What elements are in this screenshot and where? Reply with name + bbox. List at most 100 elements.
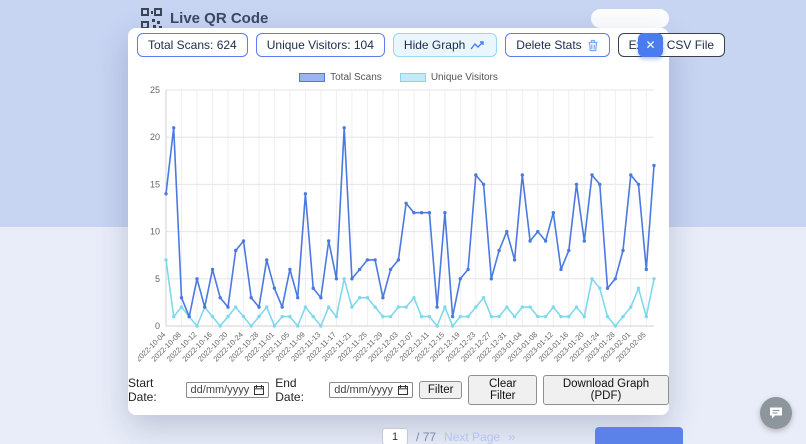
next-page-arrow-icon[interactable]: » (508, 429, 516, 444)
unique-visitors-point (512, 314, 517, 319)
start-date-input[interactable]: dd/mm/yyyy (185, 382, 270, 398)
total-scans-point (574, 182, 579, 187)
total-scans-point (613, 277, 617, 281)
filter-button[interactable]: Filter (418, 381, 463, 399)
total-scans-point (350, 277, 354, 281)
unique-visitors-point (450, 324, 455, 328)
chat-widget-button[interactable] (760, 397, 792, 429)
total-scans-point (288, 267, 292, 272)
total-scans-point (226, 305, 230, 309)
unique-visitors-point (303, 305, 308, 309)
unique-visitors-point (567, 314, 571, 319)
footer-button-partial[interactable] (595, 427, 683, 444)
total-scans-point (621, 248, 625, 253)
unique-visitors-point (652, 277, 656, 281)
unique-visitors-point (481, 296, 486, 300)
total-scans-point (497, 248, 501, 253)
pagination: / 77 Next Page » (382, 428, 515, 444)
total-scans-point (249, 296, 253, 300)
unique-visitors-point (327, 305, 331, 309)
total-scans-point (629, 173, 633, 177)
total-scans-point (257, 305, 261, 309)
unique-visitors-chip[interactable]: Unique Visitors: 104 (255, 33, 385, 57)
close-modal-button[interactable]: ✕ (638, 33, 663, 57)
calendar-icon (254, 385, 265, 395)
download-graph-pdf-button[interactable]: Download Graph (PDF) (543, 375, 669, 405)
unique-visitors-point (412, 296, 416, 300)
total-scans-point (520, 173, 524, 177)
total-scans-point (280, 305, 284, 309)
unique-visitors-point (280, 314, 284, 319)
total-scans-point (582, 239, 586, 243)
unique-visitors-point (613, 324, 617, 328)
total-scans-point (450, 314, 455, 319)
svg-text:0: 0 (155, 321, 160, 331)
unique-visitors-point (381, 314, 385, 319)
unique-visitors-point (350, 305, 354, 309)
end-date-label: End Date: (275, 376, 304, 404)
total-scans-point (358, 267, 362, 272)
unique-visitors-point (296, 324, 300, 328)
unique-visitors-point (179, 305, 184, 309)
unique-visitors-point (334, 314, 339, 319)
unique-visitors-point (234, 305, 238, 309)
unique-visitors-point (319, 324, 323, 328)
unique-visitors-point (559, 314, 563, 319)
total-scans-point (187, 314, 191, 319)
unique-visitors-point (373, 305, 377, 309)
unique-visitors-point (218, 324, 222, 328)
total-scans-point (435, 305, 439, 309)
delete-stats-label: Delete Stats (516, 38, 582, 52)
total-scans-point (466, 267, 470, 272)
total-scans-point (164, 192, 168, 196)
unique-visitors-point (288, 314, 292, 319)
start-date-label: Start Date: (128, 376, 157, 404)
legend-item[interactable]: Total Scans (299, 72, 382, 83)
total-scans-point (559, 267, 563, 272)
unique-visitors-label: Unique Visitors: 104 (266, 38, 374, 52)
total-scans-point (652, 163, 656, 168)
filter-controls: Start Date: dd/mm/yyyy End Date: dd/mm/y… (128, 375, 669, 405)
unique-visitors-point (226, 314, 230, 319)
svg-text:10: 10 (150, 227, 160, 237)
unique-visitors-point (164, 258, 168, 262)
total-scans-point (481, 182, 486, 187)
total-scans-point (218, 296, 222, 300)
total-scans-point (234, 248, 238, 253)
page-number-input[interactable] (382, 428, 408, 444)
qr-code-icon (141, 8, 162, 29)
legend-label: Total Scans (330, 72, 382, 83)
legend-swatch (299, 73, 326, 82)
unique-visitors-point (419, 314, 424, 319)
total-scans-point (265, 258, 269, 262)
unique-visitors-point (249, 324, 253, 328)
total-scans-point (373, 258, 377, 262)
clear-filter-button[interactable]: Clear Filter (468, 375, 537, 405)
total-scans-point (528, 239, 532, 243)
unique-visitors-point (265, 305, 269, 309)
unique-visitors-point (458, 314, 462, 319)
total-scans-chip[interactable]: Total Scans: 624 (137, 33, 248, 57)
unique-visitors-point (466, 314, 470, 319)
unique-visitors-point (621, 314, 625, 319)
total-scans-point (311, 286, 315, 290)
unique-visitors-point (388, 314, 393, 319)
unique-visitors-point (536, 314, 540, 319)
unique-visitors-point (497, 314, 501, 319)
total-scans-point (319, 296, 323, 300)
start-date-value: dd/mm/yyyy (190, 384, 250, 396)
end-date-input[interactable]: dd/mm/yyyy (329, 382, 413, 398)
legend-item[interactable]: Unique Visitors (399, 72, 498, 83)
unique-visitors-point (358, 296, 362, 300)
total-scans-point (605, 286, 610, 290)
next-page-link[interactable]: Next Page (444, 429, 501, 444)
svg-text:5: 5 (155, 274, 160, 284)
export-csv-button[interactable]: Export CSV File (617, 33, 726, 57)
hide-graph-button[interactable]: Hide Graph (392, 33, 498, 57)
unique-visitors-point (590, 277, 594, 281)
total-scans-point (381, 296, 385, 300)
unique-visitors-point (543, 314, 548, 319)
total-scans-point (334, 277, 339, 281)
delete-stats-button[interactable]: Delete Stats (505, 33, 610, 57)
